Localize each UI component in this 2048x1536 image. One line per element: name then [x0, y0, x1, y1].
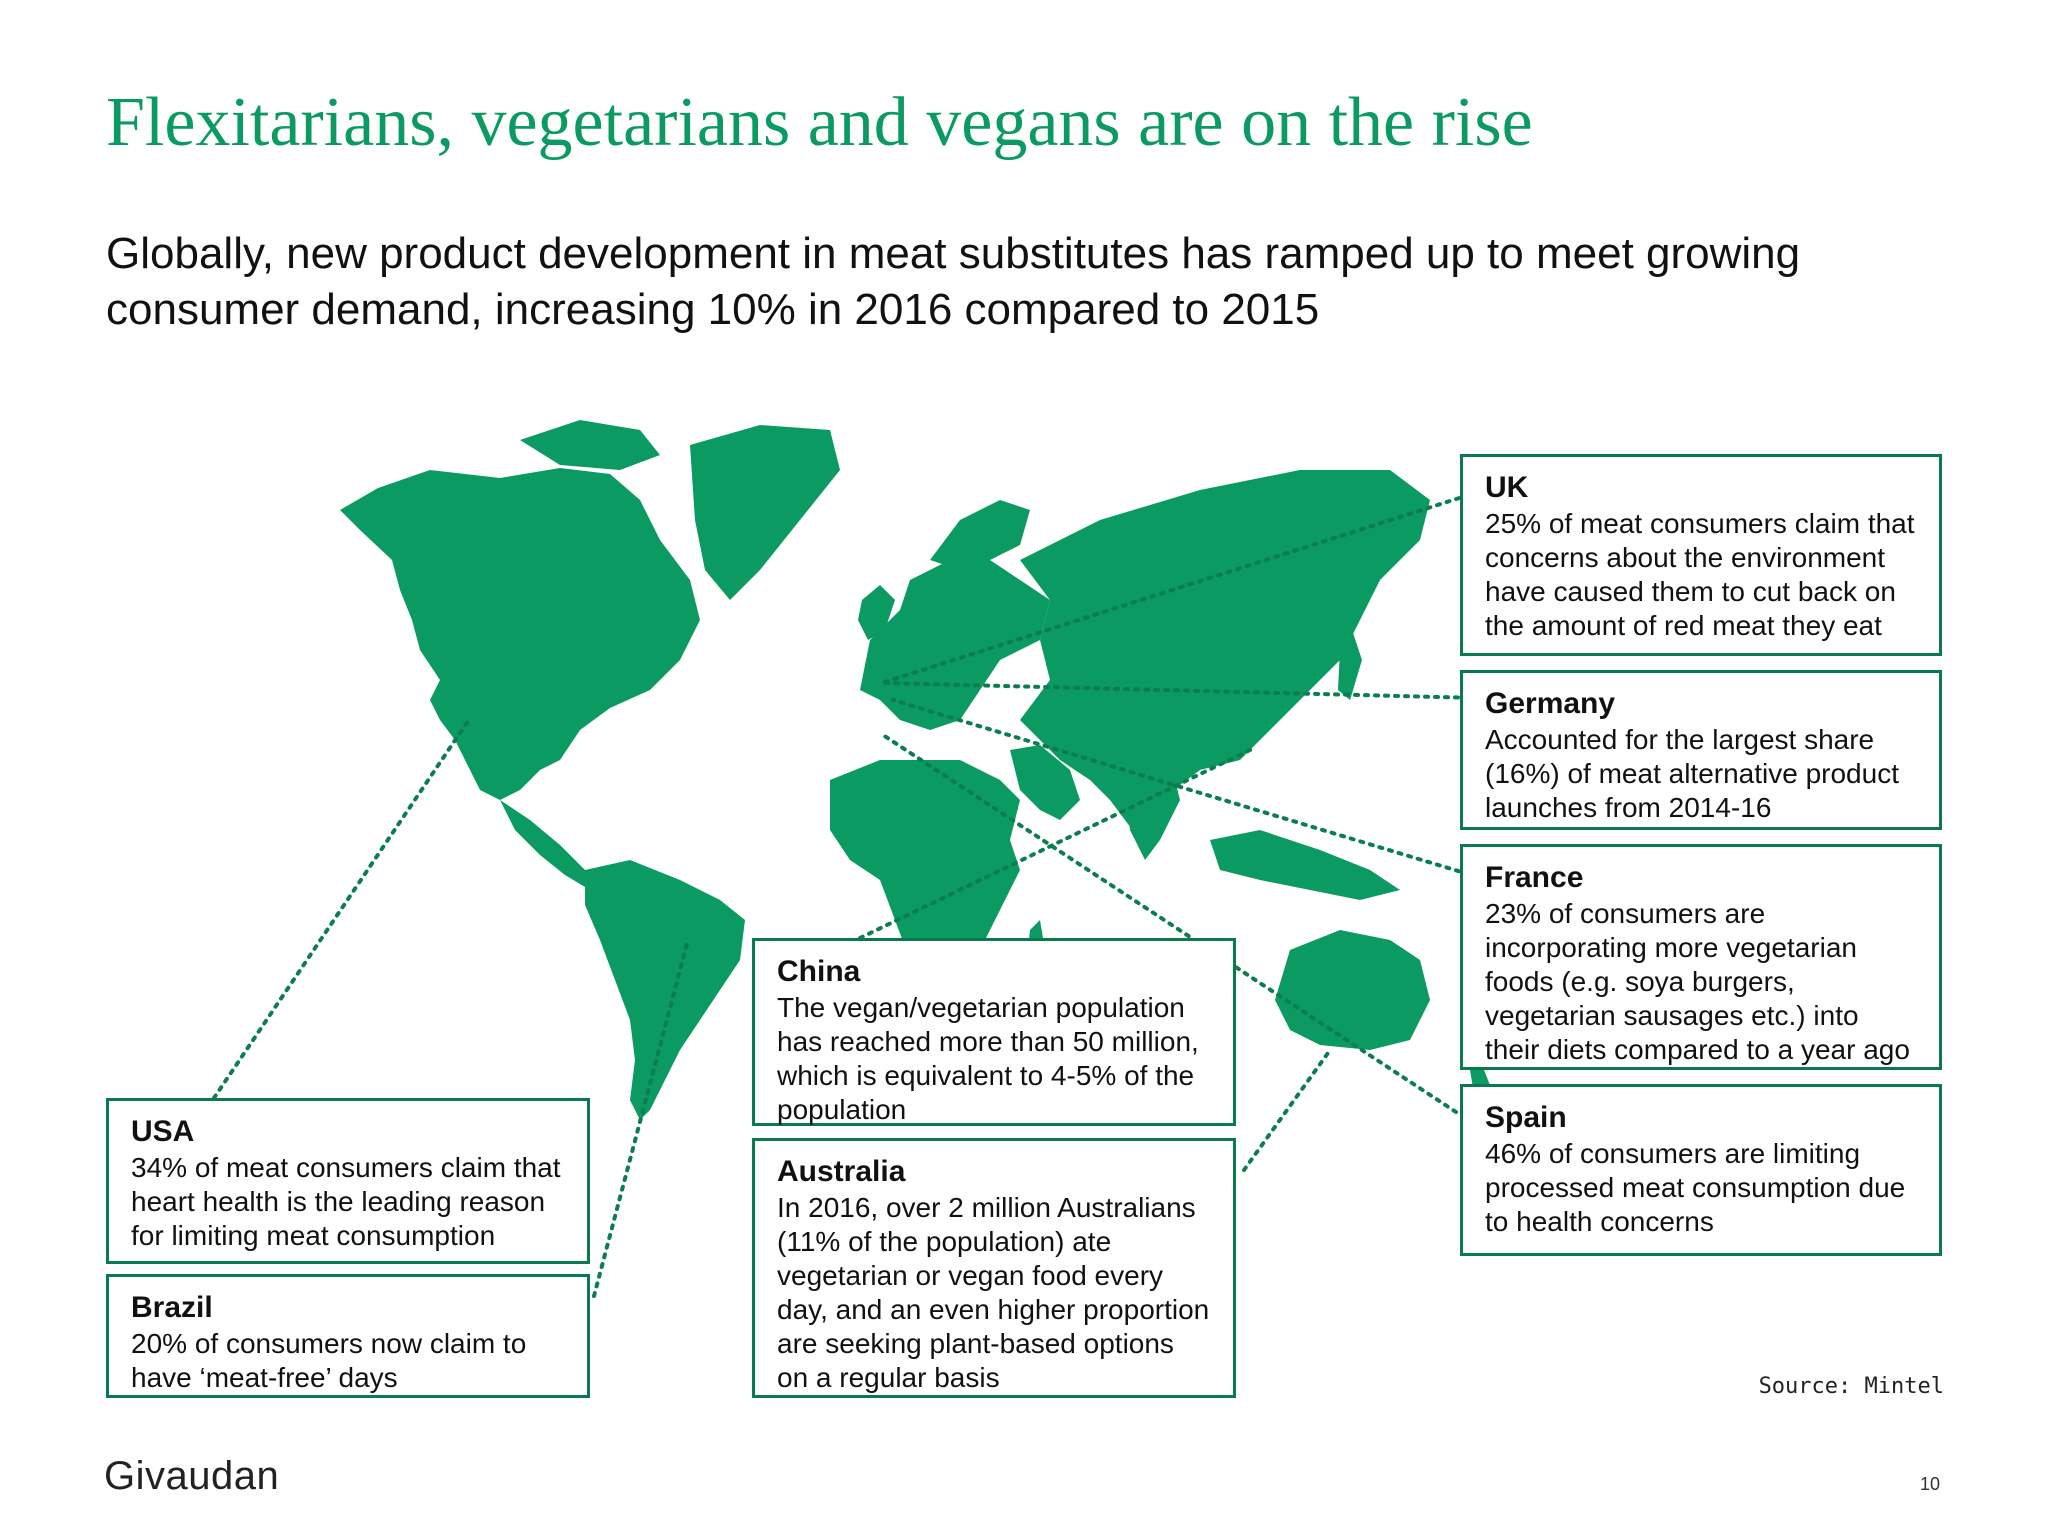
canadian-arctic — [520, 420, 660, 470]
callout-body: 34% of meat consumers claim that heart h… — [131, 1152, 561, 1251]
europe — [860, 560, 1050, 730]
france-leader-line — [891, 698, 1480, 879]
callout-heading: Brazil — [131, 1291, 213, 1324]
source-note: Source: Mintel — [1758, 1374, 1944, 1399]
asia — [1020, 470, 1430, 840]
callout-body: Accounted for the largest share (16%) of… — [1485, 724, 1899, 823]
usa-leader-line — [212, 716, 472, 1100]
south-america — [585, 860, 745, 1120]
arabian-peninsula — [1010, 745, 1080, 820]
british-isles — [858, 585, 895, 640]
scandinavia — [930, 500, 1030, 570]
givaudan-logo: Givaudan — [104, 1454, 280, 1498]
callout-heading: France — [1485, 861, 1584, 894]
brazil-leader-line — [592, 938, 690, 1298]
spain-leader-line — [878, 731, 1458, 1114]
uk-leader-line — [880, 490, 1480, 685]
callout-heading: Germany — [1485, 687, 1616, 720]
callout-usa: USA 34% of meat consumers claim that hea… — [106, 1098, 590, 1264]
central-america — [500, 800, 600, 890]
callout-heading: UK — [1485, 471, 1529, 504]
callout-spain: Spain 46% of consumers are limiting proc… — [1460, 1084, 1942, 1256]
callout-heading: China — [777, 955, 861, 988]
callout-body: 20% of consumers now claim to have ‘meat… — [131, 1328, 527, 1393]
japan — [1338, 630, 1362, 700]
north-america — [340, 468, 700, 800]
callout-germany: Germany Accounted for the largest share … — [1460, 670, 1942, 830]
callout-china: China The vegan/vegetarian population ha… — [752, 938, 1236, 1126]
callout-body: The vegan/vegetarian population has reac… — [777, 992, 1199, 1125]
callout-body: 23% of consumers are incorporating more … — [1485, 898, 1910, 1065]
greenland — [690, 425, 840, 600]
callout-brazil: Brazil 20% of consumers now claim to hav… — [106, 1274, 590, 1398]
australia-leader-line — [1242, 1051, 1330, 1172]
page-number: 10 — [1919, 1474, 1940, 1494]
callout-heading: USA — [131, 1115, 195, 1148]
callout-heading: Australia — [777, 1155, 906, 1188]
callout-heading: Spain — [1485, 1101, 1567, 1134]
southeast-asia-islands — [1210, 830, 1400, 900]
leader-lines — [212, 490, 1480, 1298]
callout-australia: Australia In 2016, over 2 million Austra… — [752, 1138, 1236, 1398]
land-masses — [340, 420, 1490, 1120]
callout-france: France 23% of consumers are incorporatin… — [1460, 844, 1942, 1070]
germany-leader-line — [883, 681, 1480, 700]
callout-body: 25% of meat consumers claim that concern… — [1485, 508, 1915, 641]
callout-body: In 2016, over 2 million Australians (11%… — [777, 1192, 1210, 1393]
australia — [1275, 930, 1430, 1050]
slide-subtitle: Globally, new product development in mea… — [106, 229, 1801, 334]
indian-subcontinent — [1125, 760, 1180, 860]
slide-title: Flexitarians, vegetarians and vegans are… — [106, 84, 1533, 161]
callout-uk: UK 25% of meat consumers claim that conc… — [1460, 454, 1942, 656]
callout-body: 46% of consumers are limiting processed … — [1485, 1138, 1906, 1237]
china-leader-line — [858, 748, 1252, 940]
